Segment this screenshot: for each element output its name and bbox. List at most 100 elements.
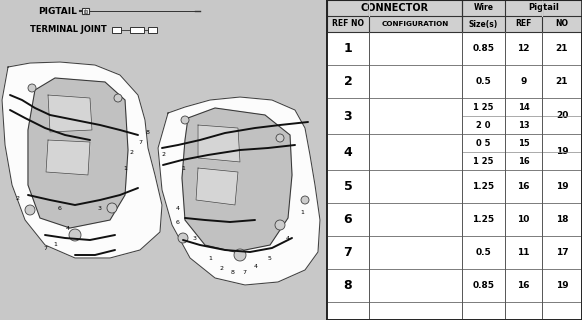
Polygon shape [46, 140, 90, 175]
Text: 1.25: 1.25 [473, 182, 495, 191]
Bar [327, 16, 582, 32]
Text: 4: 4 [66, 226, 70, 230]
Circle shape [178, 233, 188, 243]
Circle shape [114, 94, 122, 102]
Bar [410, 189, 415, 193]
Polygon shape [198, 125, 240, 162]
Bar [410, 71, 421, 75]
Bar [410, 154, 415, 159]
Circle shape [276, 134, 284, 142]
FancyBboxPatch shape [403, 108, 428, 124]
Bar [412, 173, 419, 176]
Bar [416, 145, 421, 150]
Bar [431, 250, 436, 255]
Text: 10: 10 [517, 215, 530, 224]
Bar [327, 0, 582, 16]
Bar [411, 244, 420, 247]
Text: 17: 17 [556, 248, 568, 257]
Text: 1.25: 1.25 [473, 215, 495, 224]
Text: 13: 13 [517, 121, 529, 130]
FancyBboxPatch shape [400, 212, 431, 228]
Text: 2: 2 [161, 153, 165, 157]
Text: 5: 5 [343, 180, 352, 193]
Circle shape [107, 203, 117, 213]
Text: 3: 3 [98, 205, 102, 211]
Bar [412, 140, 419, 142]
Bar [82, 8, 89, 14]
Bar [395, 250, 399, 255]
Text: 16: 16 [517, 182, 530, 191]
Bar [411, 107, 420, 109]
Bar [410, 179, 415, 183]
Text: NO: NO [555, 20, 569, 28]
Text: 0 5: 0 5 [476, 139, 491, 148]
Text: 7: 7 [242, 269, 246, 275]
Text: 4: 4 [343, 146, 352, 158]
Text: 5: 5 [268, 255, 272, 260]
Text: 7: 7 [138, 140, 142, 145]
Polygon shape [28, 78, 128, 228]
Text: 7: 7 [43, 245, 47, 251]
Bar [409, 142, 422, 162]
Text: 0.85: 0.85 [473, 281, 495, 290]
Text: Wire: Wire [474, 4, 494, 12]
Text: 19: 19 [556, 182, 568, 191]
Text: 7: 7 [343, 246, 352, 259]
Circle shape [25, 205, 35, 215]
Bar [84, 10, 87, 12]
Polygon shape [182, 108, 292, 252]
Text: 3: 3 [344, 109, 352, 123]
FancyBboxPatch shape [396, 244, 435, 260]
Text: 1: 1 [181, 165, 185, 171]
Text: 2: 2 [220, 266, 224, 270]
Text: 1: 1 [208, 255, 212, 260]
Text: 8: 8 [344, 279, 352, 292]
Bar [409, 54, 413, 57]
Text: 21: 21 [556, 77, 568, 86]
Text: CONFIGURATION: CONFIGURATION [382, 21, 449, 27]
Bar [416, 189, 421, 193]
Text: REF: REF [515, 20, 532, 28]
Bar [411, 39, 420, 43]
Circle shape [301, 196, 309, 204]
Text: TERMINAL JOINT: TERMINAL JOINT [30, 26, 107, 35]
Text: 18: 18 [556, 215, 568, 224]
Text: 12: 12 [517, 44, 530, 53]
FancyBboxPatch shape [404, 42, 427, 55]
Text: 0.5: 0.5 [475, 248, 491, 257]
Text: 4: 4 [176, 205, 180, 211]
Bar [410, 145, 415, 150]
Bar [416, 179, 421, 183]
Text: 8: 8 [231, 270, 235, 276]
Text: 2 0: 2 0 [476, 121, 491, 130]
Text: 1: 1 [343, 42, 352, 55]
Text: 19: 19 [556, 148, 568, 156]
Text: 1 25: 1 25 [473, 156, 494, 165]
Text: 16: 16 [517, 156, 530, 165]
Text: 4: 4 [286, 236, 290, 241]
Text: 6: 6 [344, 213, 352, 226]
Polygon shape [2, 62, 162, 258]
Polygon shape [48, 95, 92, 132]
Text: 6: 6 [58, 205, 62, 211]
Text: 0.85: 0.85 [473, 44, 495, 53]
Text: PIGTAIL: PIGTAIL [38, 6, 77, 15]
Bar [148, 27, 157, 33]
Text: 8: 8 [146, 131, 150, 135]
Text: 2: 2 [16, 196, 20, 201]
Bar [411, 211, 420, 213]
Text: CONNECTOR: CONNECTOR [360, 3, 428, 13]
Bar [0, 0, 325, 320]
Text: Size(s): Size(s) [469, 20, 498, 28]
Text: 3: 3 [193, 236, 197, 241]
Bar [411, 281, 420, 290]
Text: 0.5: 0.5 [475, 77, 491, 86]
Bar [409, 279, 422, 292]
Circle shape [28, 84, 36, 92]
Text: 1: 1 [53, 243, 57, 247]
Circle shape [275, 220, 285, 230]
Polygon shape [196, 168, 238, 205]
Text: 19: 19 [556, 281, 568, 290]
Text: 6: 6 [176, 220, 180, 225]
Bar [130, 27, 144, 33]
